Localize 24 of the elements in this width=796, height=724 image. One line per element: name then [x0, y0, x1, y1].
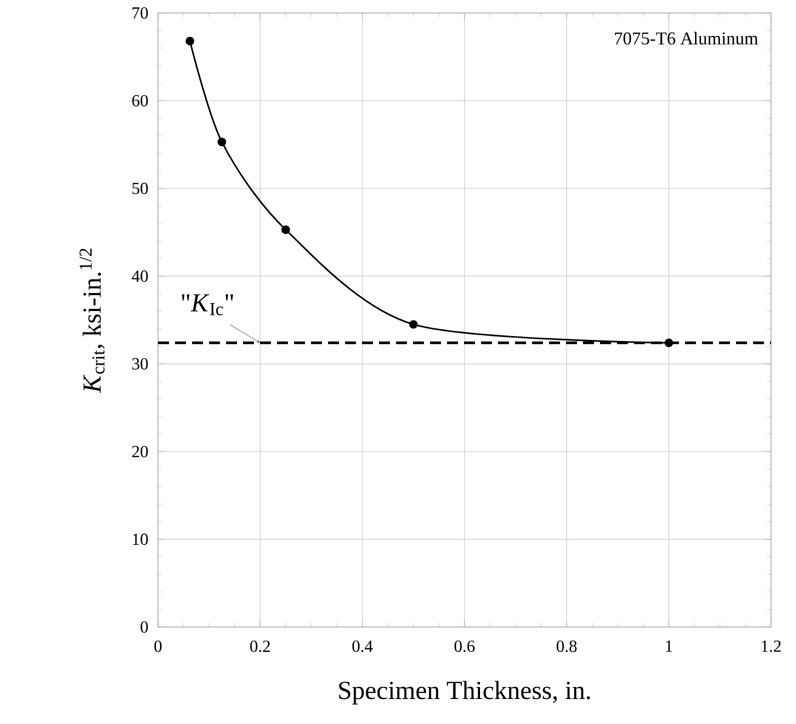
y-tick-label: 40 — [132, 270, 148, 282]
y-tick-label: 10 — [132, 534, 148, 546]
annotation: "K$_{Ic}$" — [182, 294, 234, 316]
point — [664, 338, 674, 348]
y-tick-label: 60 — [132, 94, 148, 106]
x-tick-label: 0 — [154, 640, 162, 652]
y-tick-label: 20 — [132, 446, 148, 458]
y-tick-label: 50 — [132, 182, 148, 194]
x-tick-label: 1 — [666, 640, 672, 652]
y-tick-label: 0 — [140, 621, 148, 633]
x-axis-title: Specimen Thickness, in. — [339, 680, 590, 704]
annotation: 7075-T6 Aluminum — [614, 32, 758, 45]
x-tick-label: 1.2 — [762, 640, 781, 652]
x-tick-label: 0.4 — [352, 640, 373, 652]
y-tick-label: 30 — [132, 358, 148, 370]
y-tick-label: 70 — [132, 7, 148, 19]
point — [186, 36, 194, 46]
y-axis-title: K$_{crit}$, ksi-in.$^{1/2}$ — [80, 248, 105, 394]
point — [218, 138, 226, 146]
point — [409, 320, 418, 329]
point — [281, 225, 290, 234]
x-tick-label: 0.6 — [454, 640, 475, 652]
x-tick-label: 0.8 — [556, 640, 577, 652]
x-tick-label: 0.2 — [250, 640, 270, 652]
